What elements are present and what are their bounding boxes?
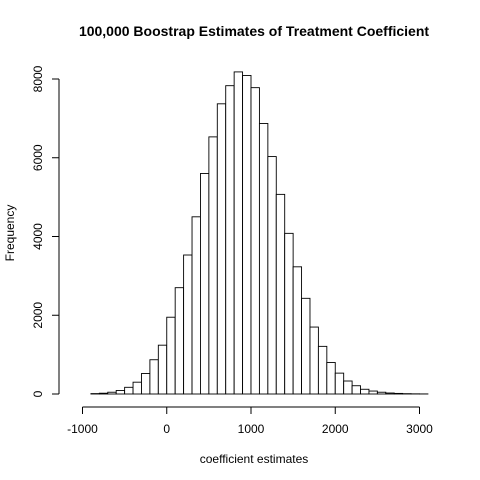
histogram-bar [309, 326, 319, 395]
histogram-bar [216, 103, 227, 395]
histogram-bar [98, 392, 109, 395]
histogram-bar [343, 380, 353, 395]
y-axis-label: Frequency [3, 205, 17, 262]
x-axis-label: coefficient estimates [200, 452, 309, 466]
x-tick-label: 3000 [406, 422, 433, 436]
histogram-bar [157, 344, 168, 395]
histogram-bar [326, 362, 336, 395]
histogram-bar [351, 385, 361, 395]
histogram-bar [360, 388, 370, 395]
x-tick-label: 1000 [238, 422, 265, 436]
histogram-bar [124, 386, 134, 395]
x-axis: -1000 0 1000 2000 3000 [67, 406, 433, 436]
histogram-bar [242, 75, 252, 395]
histogram-bar [284, 232, 294, 395]
histogram-bar [132, 381, 142, 395]
x-tick-label: 0 [163, 422, 170, 436]
histogram-bar [233, 71, 244, 395]
histogram-bar [208, 136, 218, 395]
y-tick-label: 8000 [31, 65, 45, 92]
histogram-bar [166, 316, 176, 395]
y-tick-label: 0 [31, 390, 45, 397]
y-tick-label: 2000 [31, 302, 45, 329]
histogram-bar [393, 392, 404, 395]
histogram-bar [301, 297, 311, 395]
histogram-bar [174, 287, 185, 395]
histogram-bar [225, 85, 235, 395]
histogram-bar [334, 372, 345, 395]
histogram-bar [267, 156, 277, 395]
x-tick-label: -1000 [67, 422, 98, 436]
x-tick-label: 2000 [322, 422, 349, 436]
histogram-bar [199, 173, 210, 395]
histogram-bar [368, 390, 378, 395]
histogram-bar [258, 123, 269, 395]
histogram-bar [141, 373, 151, 395]
histogram-bar [292, 266, 303, 395]
histogram-bar [385, 392, 395, 395]
histogram-bar [250, 87, 260, 395]
chart-title: 100,000 Boostrap Estimates of Treatment … [79, 23, 429, 39]
histogram-bar [115, 390, 126, 395]
y-tick-label: 4000 [31, 223, 45, 250]
bars-group [90, 71, 429, 395]
histogram-bar [183, 254, 193, 395]
histogram-bar [376, 391, 387, 395]
histogram-bar [149, 359, 159, 395]
histogram-bar [275, 193, 286, 395]
histogram-bar [191, 216, 201, 395]
y-tick-label: 6000 [31, 144, 45, 171]
histogram-bar [107, 391, 117, 395]
histogram-bar [317, 345, 328, 395]
y-axis: 0 2000 4000 6000 8000 [31, 65, 60, 397]
